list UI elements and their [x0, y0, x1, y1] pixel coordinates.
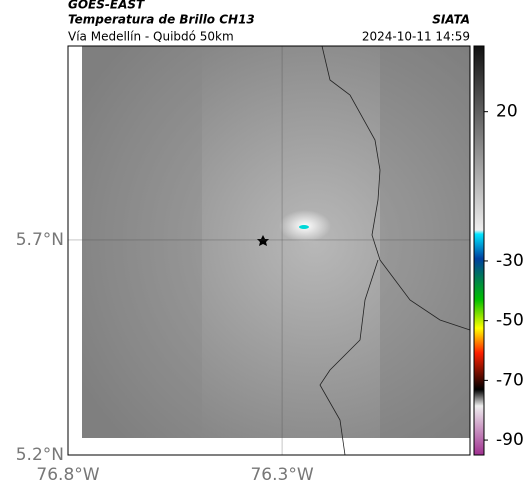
- cold-spot: [299, 225, 309, 229]
- map-frame: [67, 45, 471, 456]
- y-tick-label: 5.2°N: [16, 445, 64, 465]
- colorbar-tick-label: 20: [496, 102, 518, 122]
- colorbar: [473, 45, 485, 456]
- x-tick-label: 76.8°W: [36, 465, 99, 485]
- title: Temperatura de Brillo CH13: [68, 13, 255, 27]
- imagery-dark: [82, 46, 202, 438]
- x-tick-label: 76.3°W: [250, 465, 313, 485]
- source: GOES-EAST: [68, 0, 145, 12]
- colorbar-tick-label: -70: [496, 370, 524, 390]
- colorbar-tick-label: -90: [496, 430, 524, 450]
- colorbar-tick-label: -50: [496, 311, 524, 331]
- timestamp: 2024-10-11 14:59: [362, 30, 470, 44]
- imagery: [82, 46, 470, 438]
- imagery-dark: [380, 46, 470, 438]
- agency: SIATA: [432, 13, 470, 27]
- y-tick-label: 5.7°N: [16, 230, 64, 250]
- colorbar-tick-label: -30: [496, 251, 524, 271]
- boundary: [321, 45, 471, 331]
- city-marker: [257, 235, 269, 246]
- boundary: [319, 259, 379, 456]
- subtitle: Vía Medellín - Quibdó 50km: [68, 30, 234, 44]
